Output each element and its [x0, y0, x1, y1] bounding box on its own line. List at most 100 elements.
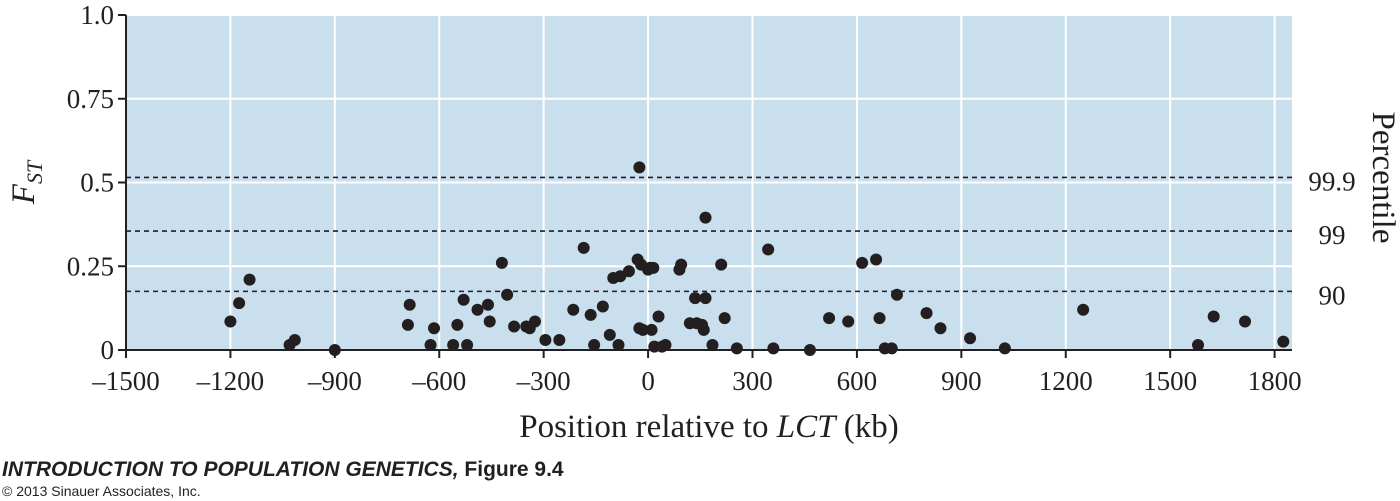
data-point-78 [1207, 310, 1220, 323]
data-point-1 [233, 297, 246, 310]
x-tick-label-5: 0 [641, 366, 655, 396]
y-tick-label-0: 0 [101, 335, 115, 365]
figure-caption-title: INTRODUCTION TO POPULATION GENETICS, Fig… [2, 458, 564, 482]
data-point-2 [243, 273, 256, 286]
y-tick-label-1: 0.25 [67, 251, 114, 281]
data-point-49 [675, 258, 688, 271]
x-tick-label-6: 300 [732, 366, 773, 396]
data-point-14 [471, 303, 484, 316]
percentile-axis-label: Percentile [1365, 112, 1400, 244]
x-tick-label-2: –900 [307, 366, 362, 396]
data-point-47 [659, 338, 672, 351]
data-point-16 [483, 315, 496, 328]
data-point-32 [612, 338, 625, 351]
x-tick-label-4: –300 [516, 366, 571, 396]
data-point-7 [403, 298, 416, 311]
x-tick-label-3: –600 [411, 366, 466, 396]
data-points [224, 161, 1290, 356]
data-point-13 [461, 338, 474, 351]
y-axis-label: FST [6, 159, 47, 205]
data-point-43 [647, 261, 660, 274]
data-point-18 [501, 288, 514, 301]
data-point-45 [652, 310, 665, 323]
y-tick-label-2: 0.5 [80, 168, 114, 198]
data-point-42 [645, 323, 658, 336]
data-point-36 [633, 161, 646, 174]
y-axis-label-main: F [6, 183, 42, 205]
data-point-4 [288, 333, 301, 346]
data-point-62 [767, 342, 780, 355]
data-point-51 [689, 292, 702, 305]
data-point-11 [451, 318, 464, 331]
x-tick-label-8: 900 [941, 366, 982, 396]
data-point-61 [762, 243, 775, 256]
data-point-76 [1077, 303, 1090, 316]
data-point-0 [224, 315, 237, 328]
caption-title-text: INTRODUCTION TO POPULATION GENETICS, [2, 458, 459, 481]
x-axis-label-prefix: Position relative to [519, 409, 777, 445]
data-point-10 [447, 338, 460, 351]
x-tick-label-1: –1200 [196, 366, 265, 396]
data-point-66 [856, 256, 869, 269]
data-point-68 [873, 312, 886, 325]
data-point-17 [495, 256, 508, 269]
y-tick-label-4: 1.0 [80, 0, 114, 30]
fst-scatter-chart: –1500 –1200 –900 –600 –300 0 300 600 900 1200 1500… [6, 0, 1400, 445]
data-point-77 [1192, 338, 1205, 351]
y-axis-label-subscript: ST [22, 159, 47, 184]
data-point-26 [577, 241, 590, 254]
x-tick-label-10: 1500 [1143, 366, 1197, 396]
data-point-67 [870, 253, 883, 266]
data-point-39 [636, 323, 649, 336]
data-point-80 [1277, 335, 1290, 348]
x-axis-label: Position relative to LCT (kb) [519, 409, 899, 445]
data-point-55 [699, 211, 712, 224]
x-tick-labels: –1500 –1200 –900 –600 –300 0 300 600 900 1200 1500… [91, 366, 1301, 396]
data-point-27 [584, 308, 597, 321]
data-point-75 [998, 342, 1011, 355]
axes [118, 14, 1292, 358]
data-point-24 [553, 333, 566, 346]
data-point-34 [622, 265, 635, 278]
data-point-28 [588, 338, 601, 351]
data-point-9 [428, 322, 441, 335]
data-point-30 [603, 328, 616, 341]
data-point-22 [528, 315, 541, 328]
data-point-60 [730, 342, 743, 355]
x-axis-label-italic: LCT [776, 409, 838, 445]
percentile-label-0: 99.9 [1308, 166, 1355, 196]
data-point-63 [803, 344, 816, 356]
data-point-79 [1239, 315, 1252, 328]
data-point-73 [934, 322, 947, 335]
x-axis-label-suffix: (kb) [836, 409, 899, 445]
data-point-25 [567, 303, 580, 316]
data-point-57 [706, 338, 719, 351]
x-tick-label-9: 1200 [1039, 366, 1093, 396]
data-point-23 [539, 333, 552, 346]
percentile-label-1: 99 [1319, 220, 1346, 250]
percentile-labels: 99.9 99 90 [1308, 166, 1355, 310]
data-point-5 [328, 344, 341, 356]
data-point-54 [697, 323, 710, 336]
data-point-6 [401, 318, 414, 331]
data-point-19 [508, 320, 521, 333]
data-point-65 [842, 315, 855, 328]
percentile-label-2: 90 [1319, 280, 1346, 310]
x-tick-label-7: 600 [837, 366, 878, 396]
grid-lines [125, 14, 1292, 351]
data-point-64 [823, 312, 836, 325]
copyright-notice: © 2013 Sinauer Associates, Inc. [2, 483, 201, 499]
data-point-56 [699, 292, 712, 305]
data-point-33 [614, 270, 627, 283]
data-point-59 [718, 312, 731, 325]
data-point-29 [596, 300, 609, 313]
data-point-8 [424, 338, 437, 351]
x-tick-label-11: 1800 [1248, 366, 1302, 396]
x-tick-label-0: –1500 [91, 366, 160, 396]
data-point-15 [481, 298, 494, 311]
data-point-74 [964, 332, 977, 345]
data-point-72 [920, 307, 933, 320]
data-point-12 [457, 293, 470, 306]
caption-figure-number: Figure 9.4 [458, 458, 564, 481]
y-tick-label-3: 0.75 [67, 84, 114, 114]
